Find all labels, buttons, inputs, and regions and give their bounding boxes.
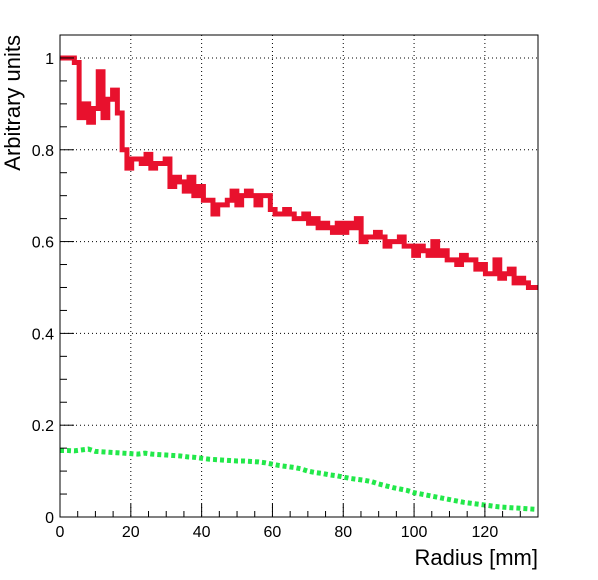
series-red-histogram bbox=[60, 55, 538, 290]
axis-tick-labels: 0 20 40 60 80 100 120 0 0.2 0.4 0.6 0.8 1 bbox=[32, 51, 499, 541]
x-tick-label: 20 bbox=[122, 524, 140, 541]
y-tick-label: 0.8 bbox=[32, 143, 54, 160]
x-tick-label: 100 bbox=[401, 524, 428, 541]
y-tick-label: 0.2 bbox=[32, 418, 54, 435]
axis-ticks bbox=[59, 34, 521, 518]
plot-frame bbox=[59, 34, 539, 518]
y-tick-label: 0.6 bbox=[32, 235, 54, 252]
x-tick-label: 60 bbox=[264, 524, 282, 541]
y-tick-label: 0.4 bbox=[32, 326, 54, 343]
x-tick-label: 0 bbox=[56, 524, 65, 541]
x-tick-label: 40 bbox=[193, 524, 211, 541]
y-axis-label: Arbitrary units bbox=[0, 35, 25, 171]
series-green-dashed bbox=[60, 446, 535, 512]
x-axis-label: Radius [mm] bbox=[415, 545, 538, 570]
y-tick-label: 0 bbox=[45, 510, 54, 527]
plot-background bbox=[60, 35, 538, 517]
x-tick-label: 80 bbox=[334, 524, 352, 541]
y-tick-label: 1 bbox=[45, 51, 54, 68]
data-series bbox=[60, 55, 538, 512]
x-tick-label: 120 bbox=[472, 524, 499, 541]
